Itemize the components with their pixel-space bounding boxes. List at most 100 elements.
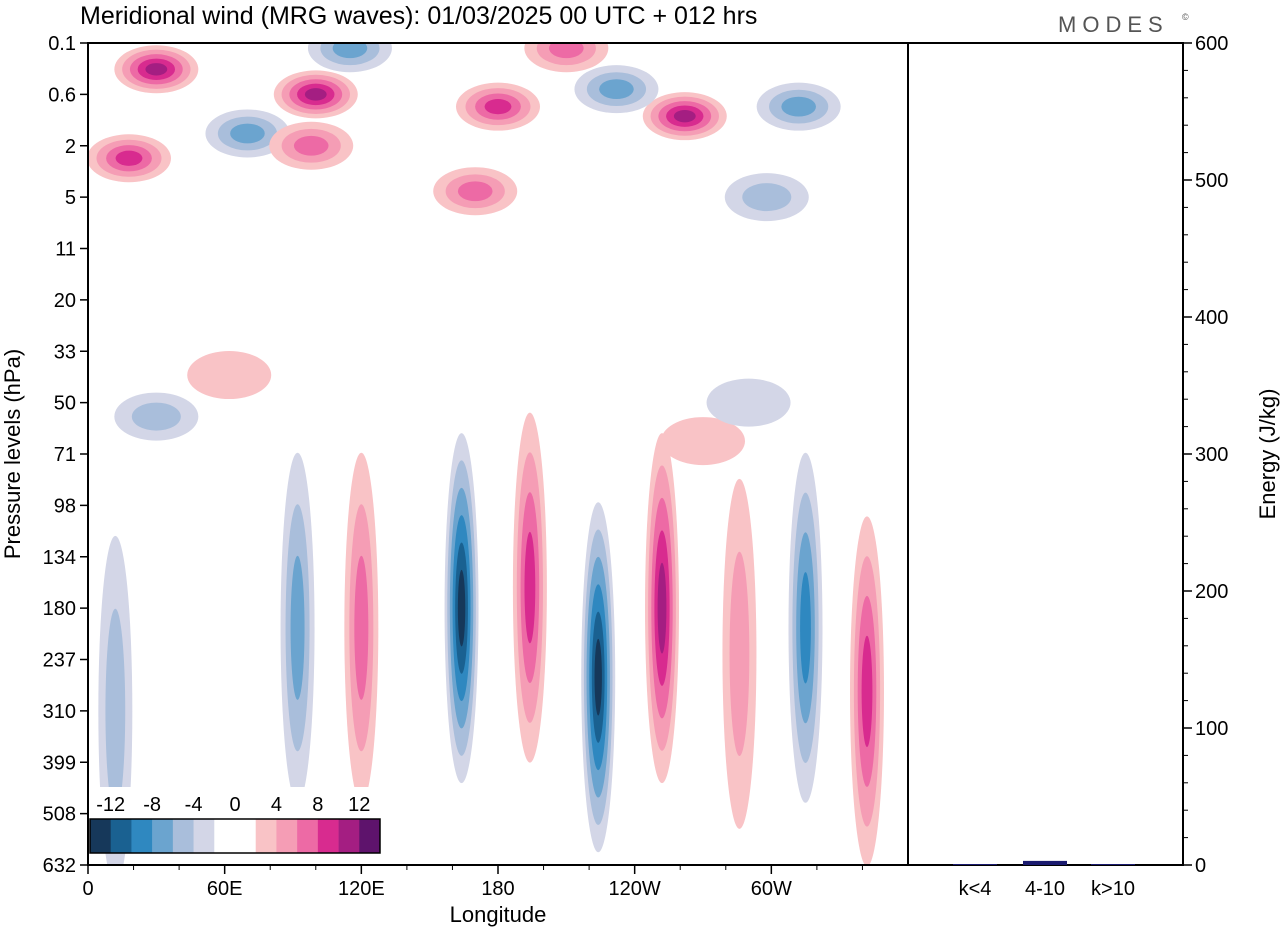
- colorbar-swatch: [317, 819, 339, 853]
- contour-band: [290, 555, 305, 700]
- energy-axis-label: Energy (J/kg): [1255, 389, 1280, 520]
- x-tick-label: 0: [82, 878, 93, 900]
- contour-band: [304, 88, 327, 101]
- contour-plot-frame: [87, 42, 909, 866]
- contour-feature: [512, 412, 547, 763]
- energy-bar: [953, 864, 997, 865]
- energy-tick-label: 300: [1195, 444, 1228, 466]
- y-tick-label: 20: [54, 290, 76, 312]
- contour-feature: [788, 452, 823, 803]
- contour-feature: [114, 392, 199, 441]
- x-tick-label: 60E: [207, 878, 243, 900]
- y-tick-label: 0.1: [48, 33, 76, 55]
- contour-band: [742, 183, 792, 212]
- colorbar-swatch: [359, 819, 381, 853]
- energy-tick-label: 600: [1195, 33, 1228, 55]
- contour-band: [549, 43, 584, 59]
- energy-tick-label: 500: [1195, 170, 1228, 192]
- contour-band: [781, 96, 816, 117]
- contour-band: [599, 79, 634, 100]
- contour-band: [293, 135, 329, 156]
- contour-feature: [645, 433, 679, 784]
- y-tick-label: 632: [43, 855, 76, 877]
- colorbar-swatch: [255, 819, 277, 853]
- energy-tick-label: 400: [1195, 307, 1228, 329]
- contour-band: [332, 43, 368, 59]
- contour-feature: [574, 65, 659, 114]
- y-tick-label: 11: [55, 239, 76, 261]
- energy-plot-frame: [907, 42, 1184, 866]
- contour-feature: [273, 70, 358, 119]
- x-tick-label: 180: [481, 878, 514, 900]
- colorbar-label: 0: [229, 794, 240, 816]
- contour-band: [131, 402, 181, 431]
- contour-band: [484, 99, 512, 115]
- colorbar-label: 12: [348, 794, 370, 816]
- colorbar-label: -4: [185, 794, 203, 816]
- contour-feature: [114, 45, 199, 94]
- contour-band: [706, 378, 791, 427]
- colorbar-swatch: [235, 819, 257, 853]
- contour-band: [457, 181, 493, 202]
- colorbar-swatch: [276, 819, 298, 853]
- x-tick-label: 120W: [609, 878, 661, 900]
- colorbar-label: -12: [96, 794, 125, 816]
- y-tick-label: 508: [43, 804, 76, 826]
- colorbar-label: -8: [143, 794, 161, 816]
- contour-feature: [307, 43, 392, 73]
- y-tick-label: 71: [54, 444, 76, 466]
- contour-feature: [205, 109, 290, 158]
- contour-feature: [433, 167, 518, 216]
- contour-feature: [581, 502, 616, 853]
- colorbar-label: 4: [271, 794, 282, 816]
- contour-feature: [722, 478, 757, 829]
- y-tick-label: 50: [54, 393, 76, 415]
- contour-feature: [661, 417, 745, 466]
- contour-band: [457, 569, 466, 647]
- brand-mark: ©: [1182, 12, 1189, 22]
- contour-feature: [344, 452, 379, 803]
- contour-feature: [269, 121, 354, 170]
- contour-band: [187, 351, 272, 400]
- contour-feature: [187, 351, 272, 400]
- brand-logo: MODES: [1058, 12, 1169, 37]
- contour-feature: [850, 516, 884, 865]
- energy-axes: 0 100 200 300 400 500 600 k<4 4-10 k>10: [959, 33, 1229, 900]
- contour-band: [230, 123, 265, 144]
- contour-band: [115, 150, 143, 166]
- contour-feature: [724, 173, 809, 222]
- chart-title: Meridional wind (MRG waves): 01/03/2025 …: [80, 2, 757, 30]
- colorbar-swatch: [152, 819, 174, 853]
- contour-feature: [756, 82, 841, 131]
- x-axis-label: Longitude: [450, 902, 547, 927]
- contour-band: [354, 555, 369, 700]
- colorbar: -12 -8 -4 0 4 8 12: [89, 787, 381, 854]
- contour-feature: [706, 378, 791, 427]
- colorbar-swatch: [214, 819, 236, 853]
- contour-feature: [524, 43, 609, 73]
- y-tick-label: 2: [65, 136, 76, 158]
- y-tick-label: 237: [43, 650, 76, 672]
- y-tick-label: 134: [43, 547, 76, 569]
- energy-tick-label: 100: [1195, 718, 1228, 740]
- energy-category-label: 4-10: [1025, 878, 1065, 900]
- contour-band: [145, 63, 168, 76]
- contour-feature: [642, 92, 727, 141]
- energy-category-label: k>10: [1091, 878, 1135, 900]
- x-tick-label: 120E: [338, 878, 385, 900]
- y-tick-label: 98: [54, 495, 76, 517]
- colorbar-swatch: [90, 819, 112, 853]
- contour-band: [729, 551, 750, 757]
- colorbar-swatch: [131, 819, 153, 853]
- contour-feature: [456, 82, 540, 131]
- contour-band: [524, 531, 536, 644]
- y-tick-label: 33: [54, 341, 76, 363]
- y-axis-label: Pressure levels (hPa): [0, 349, 25, 559]
- contour-feature: [98, 535, 133, 865]
- contour-band: [673, 109, 696, 123]
- contour-feature: [280, 452, 315, 803]
- contour-band: [661, 417, 745, 466]
- energy-tick-label: 0: [1195, 855, 1206, 877]
- contour-feature: [444, 433, 479, 784]
